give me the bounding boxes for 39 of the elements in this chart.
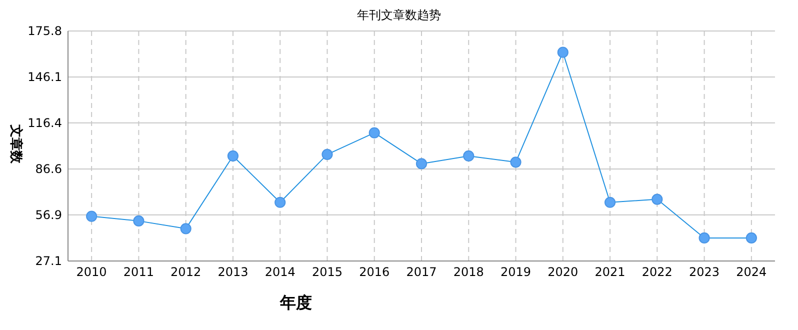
x-tick-label: 2020 <box>548 265 578 279</box>
x-tick-label: 2012 <box>170 265 202 279</box>
point <box>180 223 192 234</box>
point <box>510 156 522 168</box>
y-tick-label: 27.1 <box>35 254 62 268</box>
point <box>698 232 710 244</box>
point <box>227 150 239 162</box>
x-tick-label: 2013 <box>218 265 248 279</box>
y-tick-label: 175.8 <box>28 24 62 38</box>
y-axis-title: 文章数 <box>8 124 24 164</box>
x-tick-label: 2015 <box>312 265 343 279</box>
point <box>746 232 757 244</box>
point <box>604 196 616 208</box>
point <box>86 210 98 222</box>
x-tick-label: 2016 <box>359 265 390 279</box>
y-tick-label: 146.1 <box>28 70 62 84</box>
x-tick-label: 2024 <box>736 265 767 279</box>
point <box>557 46 568 58</box>
point <box>652 194 663 205</box>
point <box>322 148 333 160</box>
x-tick-label: 2018 <box>453 265 484 279</box>
point <box>416 158 428 170</box>
y-tick-label: 86.6 <box>35 162 62 176</box>
x-tick-label: 2017 <box>406 265 437 279</box>
point <box>133 215 144 226</box>
x-tick-label: 2021 <box>594 265 626 279</box>
y-tick-label: 116.4 <box>28 116 62 130</box>
x-axis-title: 年度 <box>279 293 312 312</box>
x-tick-label: 2019 <box>500 265 532 279</box>
x-tick-label: 2022 <box>642 265 672 279</box>
chart-title: 年刊文章数趋势 <box>357 8 441 22</box>
point <box>368 127 380 138</box>
x-tick-label: 2011 <box>123 265 154 279</box>
point <box>463 150 474 162</box>
y-tick-label: 56.9 <box>35 208 62 222</box>
point <box>274 196 286 208</box>
x-tick-label: 2010 <box>76 265 107 279</box>
x-tick-label: 2023 <box>689 265 720 279</box>
x-tick-label: 2014 <box>264 265 296 279</box>
